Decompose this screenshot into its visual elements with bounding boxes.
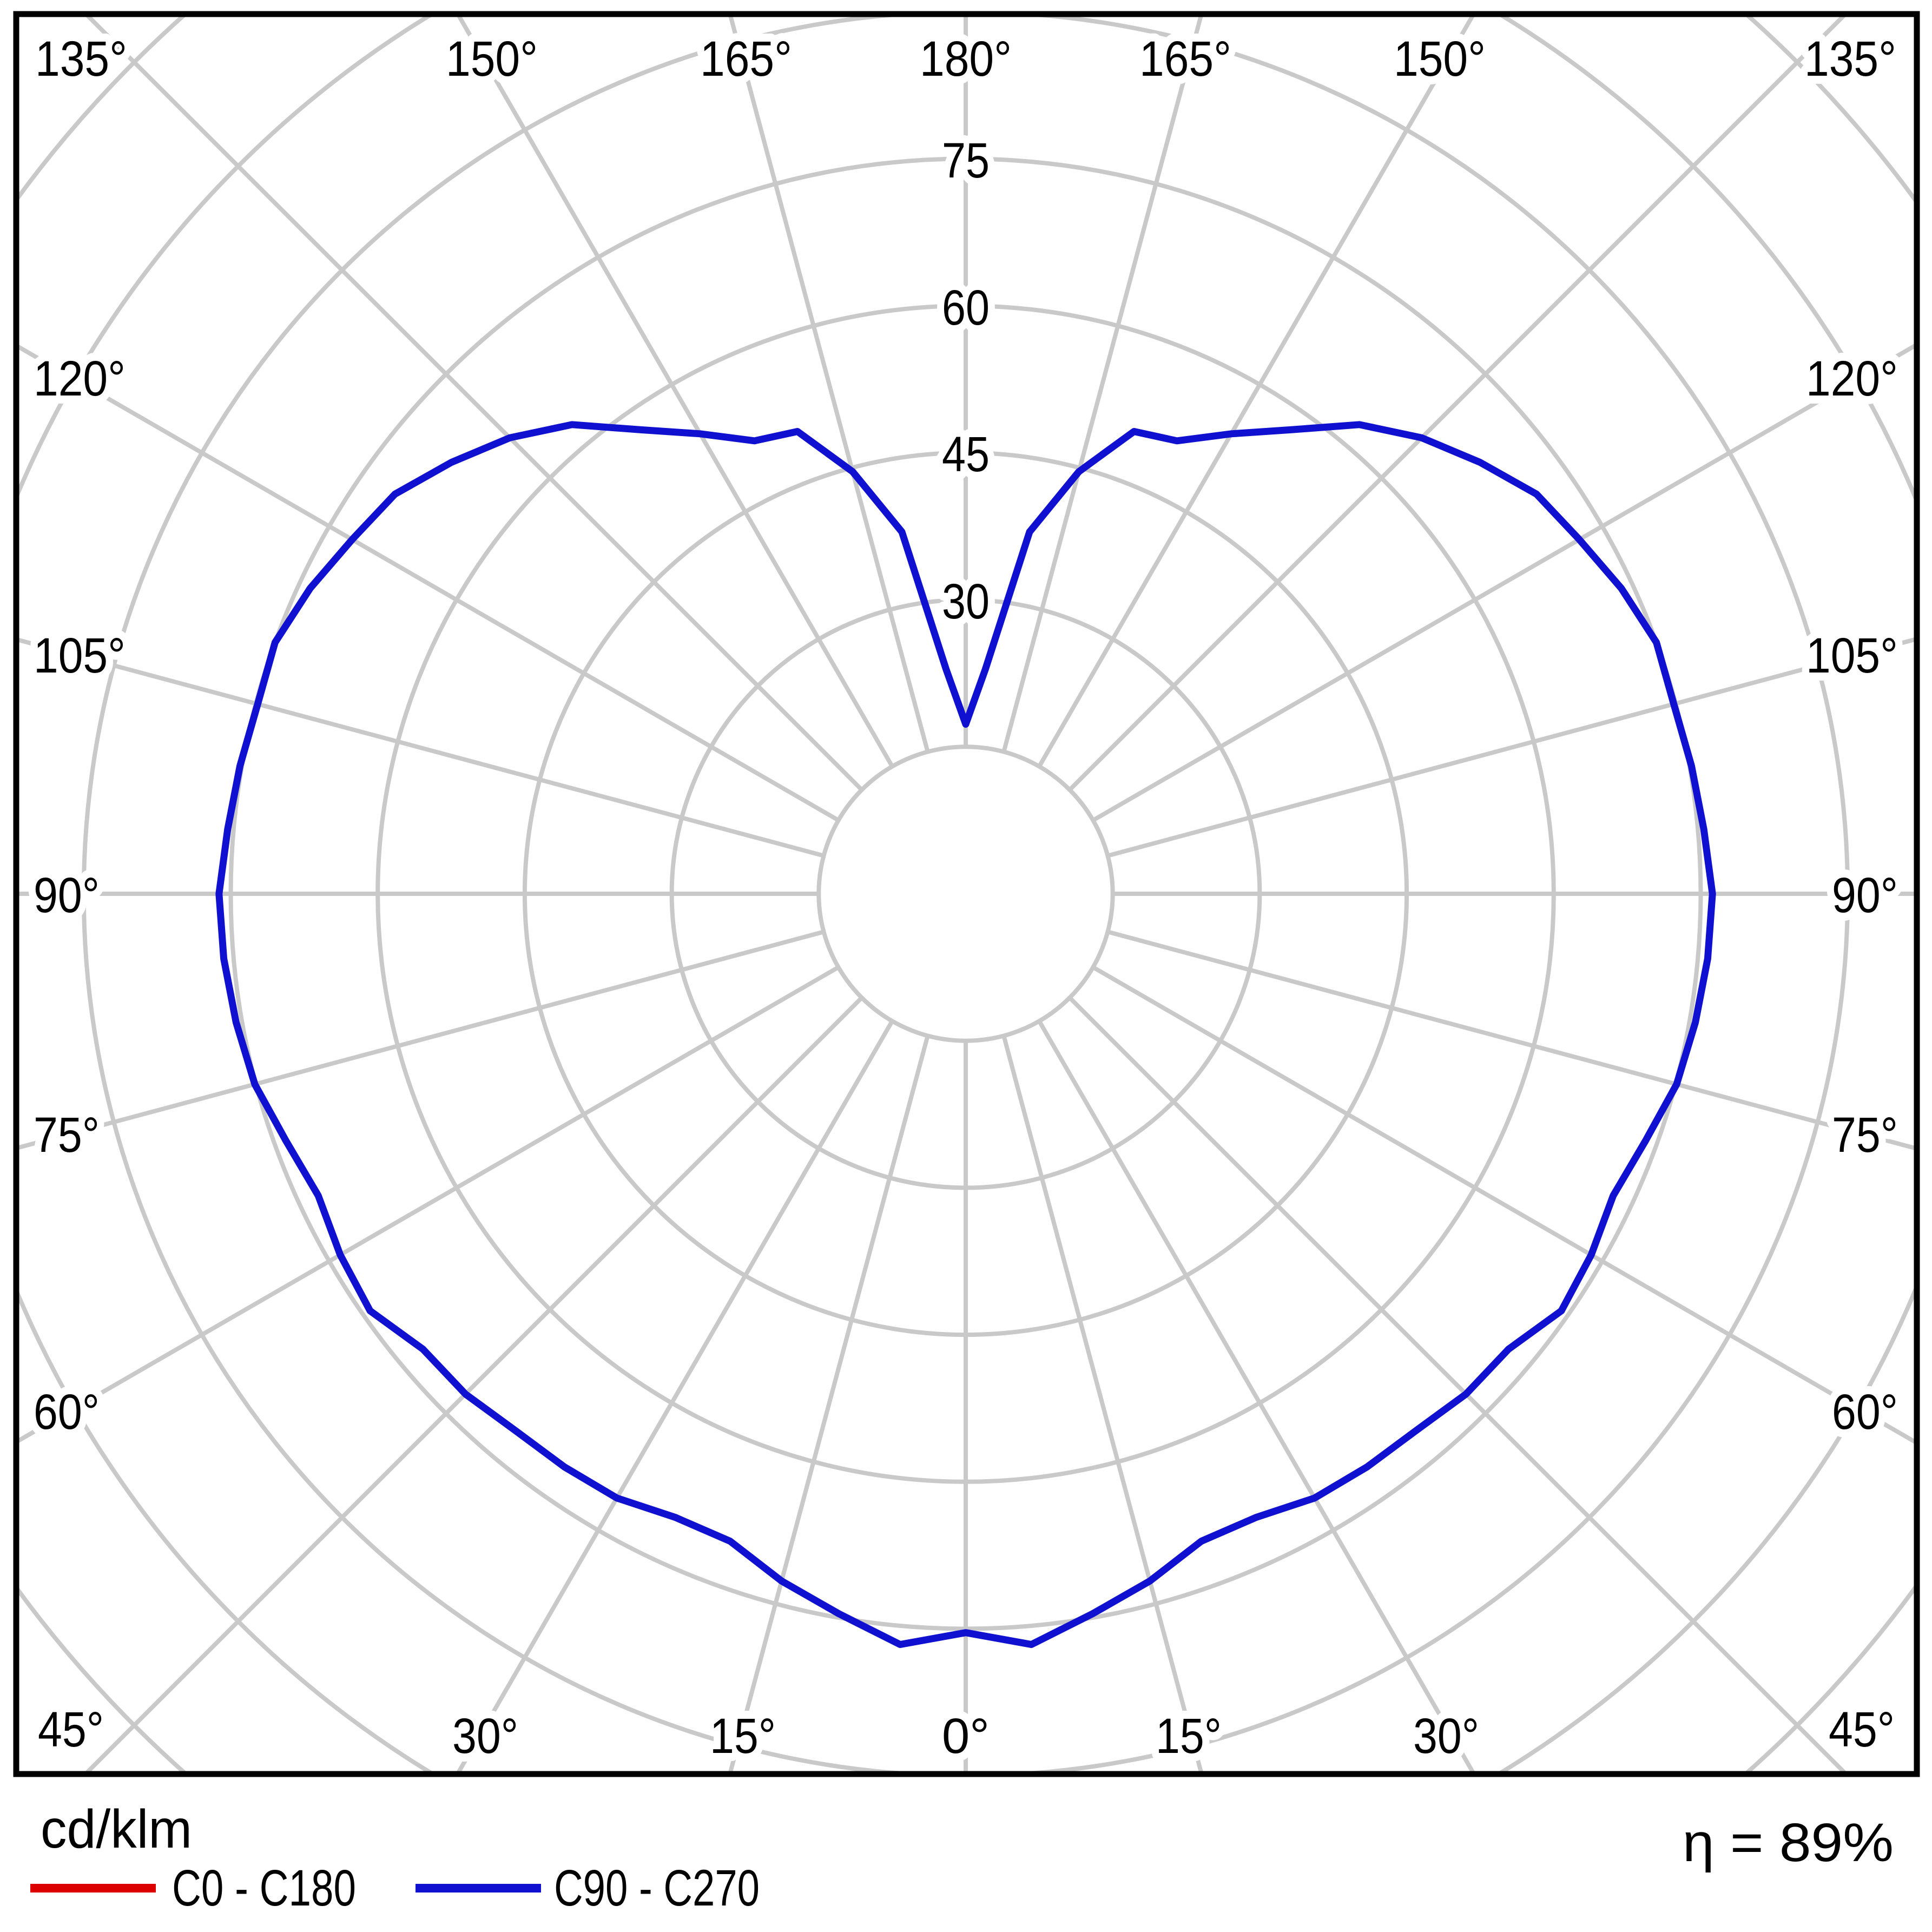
- grid-radial-345: [727, 1035, 930, 1774]
- angle-label-top-150-right: 150°: [1394, 31, 1486, 87]
- angle-label-top-180: 180°: [920, 31, 1012, 87]
- grid-radial-165: [1001, 14, 1204, 753]
- unit-label: cd/klm: [41, 1799, 192, 1860]
- legend-label-c0-c180: C0 - C180: [172, 1860, 356, 1917]
- grid-radial-255: [16, 637, 825, 858]
- grid-radial-105: [1107, 636, 1917, 858]
- angle-label-right-105: 105°: [1806, 628, 1898, 683]
- angle-label-right-90: 90°: [1832, 868, 1898, 923]
- radius-tick-45: 45: [942, 427, 990, 482]
- angle-label-top-165-left: 165°: [700, 31, 792, 87]
- angle-label-top-135-right: 135°: [1804, 31, 1896, 87]
- angle-label-top-135-left: 135°: [35, 31, 127, 87]
- grid-radial-135: [1068, 14, 1849, 792]
- curve-C90-C270: [215, 421, 1716, 1649]
- grid-radial-225: [83, 14, 863, 792]
- grid-radial-150: [1037, 14, 1476, 768]
- angle-label-right-75: 75°: [1832, 1107, 1898, 1163]
- angle-label-left-60: 60°: [34, 1384, 100, 1440]
- angle-label-right-60: 60°: [1832, 1384, 1898, 1440]
- grid-radial-60: [1092, 965, 1917, 1446]
- grid-radial-30: [1037, 1020, 1476, 1774]
- angle-label-left-75: 75°: [34, 1107, 100, 1163]
- radius-tick-75: 75: [942, 133, 990, 188]
- grid-radial-315: [82, 996, 863, 1774]
- plot-border: [13, 11, 1920, 1777]
- efficiency-value: η = 89%: [1683, 1812, 1894, 1873]
- angle-label-left-105: 105°: [34, 628, 126, 683]
- angle-label-left-120: 120°: [34, 351, 126, 406]
- angle-label-bottom-15-right: 15°: [1156, 1709, 1222, 1764]
- grid-radial-120: [1092, 342, 1917, 822]
- grid-radial-240: [16, 343, 840, 822]
- radius-tick-60: 60: [942, 280, 990, 335]
- angle-label-top-150-left: 150°: [446, 31, 538, 87]
- grid-radial-300: [16, 965, 840, 1445]
- radius-tick-30: 30: [942, 574, 990, 629]
- legend-label-c90-c270: C90 - C270: [554, 1860, 760, 1917]
- angle-label-right-45: 45°: [1829, 1702, 1895, 1757]
- angle-label-right-120: 120°: [1806, 351, 1898, 406]
- grid-radial-330: [455, 1020, 894, 1774]
- grid-radial-15: [1001, 1035, 1204, 1774]
- angle-label-bottom-30-left: 30°: [452, 1709, 518, 1764]
- intensity-curves: [215, 421, 1716, 1649]
- grid-radial-195: [728, 14, 930, 753]
- angle-label-left-90: 90°: [34, 868, 100, 923]
- angle-label-top-165-right: 165°: [1139, 31, 1231, 87]
- angle-label-bottom-30-right: 30°: [1413, 1709, 1479, 1764]
- angle-label-left-45: 45°: [38, 1702, 104, 1757]
- angle-label-bottom-0: 0°: [942, 1709, 990, 1764]
- grid-radial-210: [455, 14, 894, 768]
- angle-label-bottom-15-left: 15°: [710, 1709, 776, 1764]
- grid-radial-45: [1068, 996, 1849, 1774]
- legend: C0 - C180 C90 - C270: [30, 1860, 760, 1917]
